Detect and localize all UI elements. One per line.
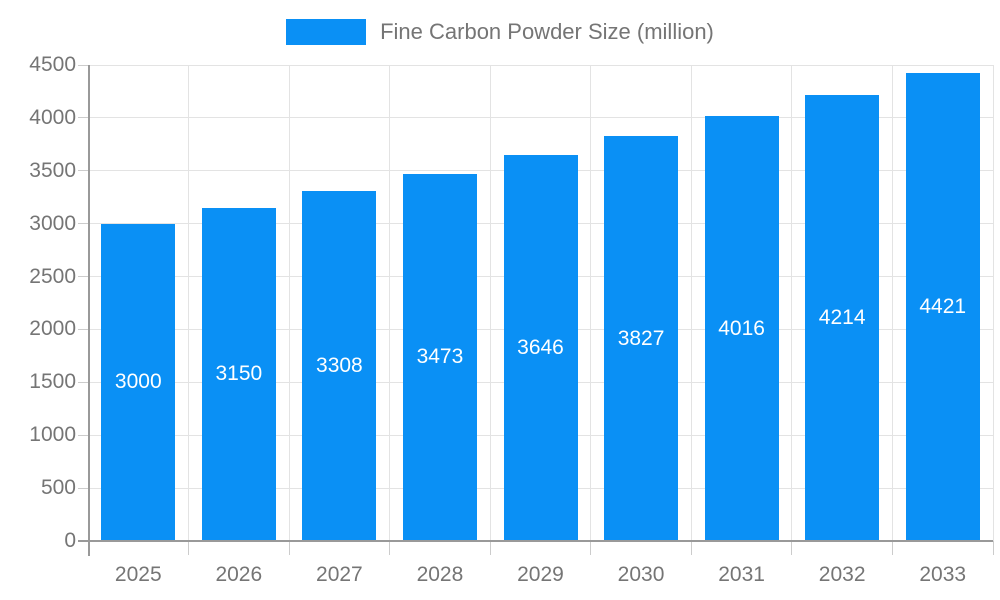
y-axis-label: 0 — [64, 529, 76, 552]
y-tick — [78, 117, 88, 119]
v-gridline — [891, 65, 893, 541]
x-tick — [590, 541, 592, 555]
plot-area: 3000 3150 3308 3473 3646 3827 4016 4214 4421 — [78, 64, 994, 556]
v-gridline — [389, 65, 391, 541]
x-axis-label: 2027 — [316, 563, 363, 586]
bar: 4214 — [805, 95, 880, 541]
y-axis-label: 3500 — [29, 158, 76, 182]
y-axis-label: 4500 — [29, 53, 76, 76]
legend: Fine Carbon Powder Size (million) — [0, 17, 1000, 47]
x-axis-label: 2031 — [718, 563, 765, 586]
y-tick — [78, 381, 88, 383]
legend-label: Fine Carbon Powder Size (million) — [380, 19, 714, 44]
v-gridline — [992, 65, 994, 541]
y-tick — [78, 434, 88, 436]
bar: 3308 — [302, 191, 377, 541]
y-tick — [78, 223, 88, 225]
y-tick — [78, 170, 88, 172]
bar: 3150 — [201, 207, 276, 541]
bar-value-label: 3000 — [114, 370, 162, 394]
v-gridline — [489, 65, 491, 541]
y-axis-label: 3000 — [29, 211, 76, 235]
x-tick — [389, 541, 391, 555]
v-gridline — [590, 65, 592, 541]
v-gridline — [288, 65, 290, 541]
y-axis-label: 1500 — [29, 370, 76, 394]
bar: 3646 — [503, 155, 578, 541]
bar-value-label: 3150 — [215, 362, 263, 386]
bar: 4421 — [905, 73, 980, 541]
x-tick — [992, 541, 994, 555]
x-axis-label: 2029 — [517, 563, 564, 586]
x-axis-label: 2025 — [114, 563, 162, 586]
v-gridline — [791, 65, 793, 541]
v-gridline — [690, 65, 692, 541]
x-axis-label: 2033 — [919, 563, 967, 586]
x-axis-label: 2028 — [416, 563, 464, 586]
bar-value-label: 3646 — [517, 336, 564, 360]
bar: 3000 — [101, 223, 176, 541]
x-tick — [288, 541, 290, 555]
y-axis-label: 2500 — [29, 264, 76, 288]
y-axis-line — [88, 65, 90, 556]
y-axis-label: 1000 — [29, 423, 76, 447]
x-tick — [791, 541, 793, 555]
x-tick — [891, 541, 893, 555]
x-axis-line — [78, 540, 993, 542]
x-tick — [489, 541, 491, 555]
x-tick — [188, 541, 190, 555]
bar-value-label: 4421 — [919, 295, 967, 319]
h-gridline — [88, 64, 993, 66]
y-axis-label: 500 — [40, 476, 76, 500]
bar-value-label: 3827 — [617, 326, 665, 350]
bar-value-label: 4214 — [818, 306, 866, 330]
bar-value-label: 4016 — [718, 316, 765, 340]
y-axis-label: 4000 — [29, 105, 76, 129]
x-axis-label: 2030 — [617, 563, 665, 586]
y-tick — [78, 487, 88, 489]
y-axis-label: 2000 — [29, 317, 76, 341]
bar-value-label: 3308 — [316, 354, 363, 378]
x-tick — [690, 541, 692, 555]
bar: 4016 — [704, 116, 779, 541]
bar-value-label: 3473 — [416, 345, 464, 369]
y-tick — [78, 328, 88, 330]
legend-swatch — [286, 19, 367, 45]
bar: 3473 — [402, 173, 477, 541]
x-axis-label: 2026 — [215, 563, 263, 586]
h-gridline — [88, 117, 993, 119]
v-gridline — [188, 65, 190, 541]
x-axis-label: 2032 — [818, 563, 866, 586]
bar: 3827 — [604, 136, 679, 541]
y-tick — [78, 64, 88, 66]
y-tick — [78, 276, 88, 278]
